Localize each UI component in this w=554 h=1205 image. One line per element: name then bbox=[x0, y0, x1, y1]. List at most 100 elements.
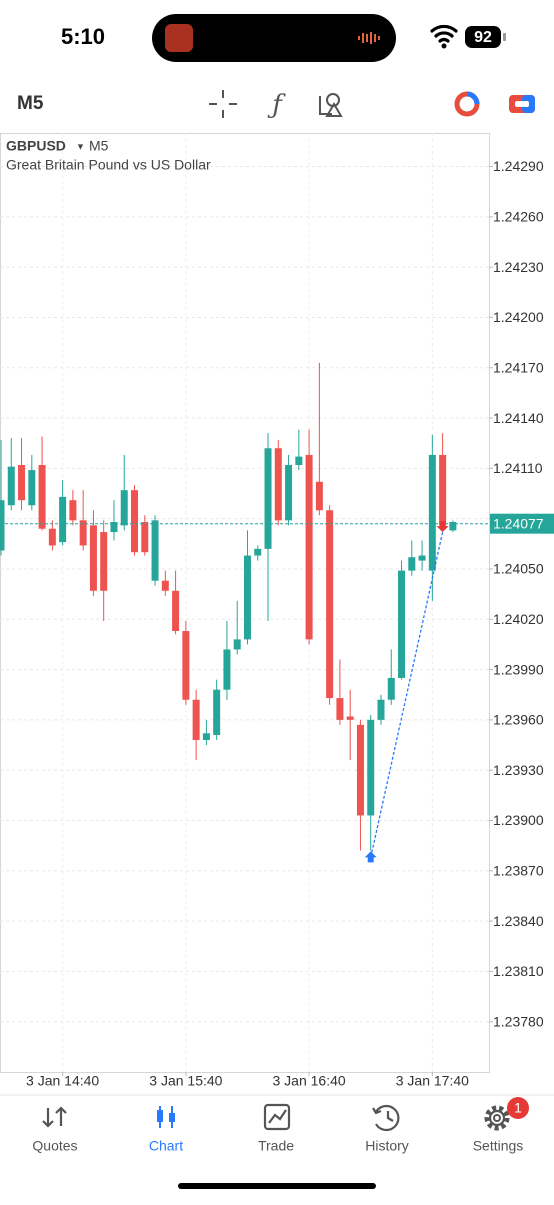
battery-cap bbox=[503, 33, 506, 41]
dynamic-island bbox=[152, 14, 396, 62]
y-tick-label: 1.24260 bbox=[493, 209, 544, 225]
candle-body bbox=[418, 555, 426, 561]
current-price-box bbox=[490, 513, 554, 534]
candle-body bbox=[0, 500, 5, 551]
tab-label[interactable]: Quotes bbox=[32, 1138, 77, 1154]
tab-label[interactable]: Trade bbox=[258, 1138, 294, 1154]
audio-wave bbox=[358, 32, 380, 44]
candle-body bbox=[38, 465, 46, 529]
candle-body bbox=[213, 689, 221, 735]
trade-line bbox=[370, 531, 444, 858]
chart-symbol: GBPUSD bbox=[6, 138, 66, 154]
tab-label[interactable]: Chart bbox=[149, 1138, 183, 1154]
y-tick-label: 1.24200 bbox=[493, 309, 544, 325]
candle-body bbox=[408, 557, 416, 571]
candle-body bbox=[449, 522, 457, 531]
y-tick-label: 1.23870 bbox=[493, 862, 544, 878]
y-tick-label: 1.23780 bbox=[493, 1013, 544, 1029]
candle-body bbox=[326, 510, 334, 699]
candle-body bbox=[285, 465, 293, 521]
status-time: 5:10 bbox=[61, 24, 105, 49]
buy-arrow bbox=[364, 851, 377, 863]
y-tick-label: 1.23840 bbox=[493, 913, 544, 929]
candle-body bbox=[274, 448, 282, 521]
sell-arrow bbox=[436, 521, 449, 533]
candle-body bbox=[305, 454, 313, 640]
settings-icon bbox=[484, 1105, 510, 1131]
y-tick-label: 1.24020 bbox=[493, 611, 544, 627]
candle-body bbox=[120, 490, 128, 526]
objects-button[interactable] bbox=[319, 93, 343, 117]
candle-body bbox=[192, 699, 200, 740]
crosshair-button[interactable] bbox=[209, 90, 237, 118]
trade-icon bbox=[263, 1103, 291, 1131]
candle-body bbox=[202, 733, 210, 740]
y-tick-label: 1.23810 bbox=[493, 963, 544, 979]
candle-body bbox=[243, 555, 251, 640]
y-tick-label: 1.23900 bbox=[493, 812, 544, 828]
y-tick-label: 1.24110 bbox=[493, 460, 543, 476]
candle-body bbox=[182, 631, 190, 700]
y-tick-label: 1.24230 bbox=[493, 259, 544, 275]
y-tick-label: 1.24140 bbox=[493, 410, 544, 426]
candle-body bbox=[79, 520, 87, 546]
battery bbox=[465, 26, 501, 48]
indicators-button[interactable]: ƒ bbox=[267, 90, 286, 120]
trade-button-center bbox=[515, 101, 529, 107]
candle-body bbox=[18, 465, 26, 501]
candle-body bbox=[161, 580, 169, 591]
y-tick-label: 1.24290 bbox=[493, 158, 544, 174]
chart-timeframe: M5 bbox=[89, 138, 109, 154]
candle-body bbox=[151, 520, 159, 581]
y-tick-label: 1.24050 bbox=[493, 561, 544, 577]
chart: 1.24290 1.24260 1.24230 1.24200 1.24170 1.241… bbox=[0, 133, 554, 1089]
candle-body bbox=[48, 528, 56, 546]
current-price-label: 1.24077 bbox=[493, 515, 544, 531]
candle-body bbox=[59, 496, 67, 543]
candle-body bbox=[233, 639, 241, 650]
timeframe-button[interactable]: M5 bbox=[17, 93, 44, 114]
app-icon bbox=[165, 24, 193, 52]
candle-body bbox=[346, 716, 354, 720]
y-tick-label: 1.23990 bbox=[493, 661, 544, 677]
home-indicator bbox=[178, 1183, 376, 1189]
candle-body bbox=[356, 724, 364, 816]
candle-body bbox=[7, 466, 15, 506]
y-tick-label: 1.24170 bbox=[493, 359, 544, 375]
candle-body bbox=[110, 522, 118, 533]
candle-body bbox=[367, 719, 375, 816]
candle-body bbox=[439, 454, 447, 526]
badge-count: 1 bbox=[514, 1100, 522, 1116]
chart-frame bbox=[0, 133, 490, 1073]
x-tick-label: 3 Jan 15:40 bbox=[149, 1073, 222, 1089]
candle-body bbox=[315, 481, 323, 511]
x-tick-label: 3 Jan 17:40 bbox=[396, 1073, 469, 1089]
y-tick-label: 1.23960 bbox=[493, 712, 544, 728]
candle-body bbox=[387, 677, 395, 700]
candle-body bbox=[89, 525, 97, 591]
candle-body bbox=[69, 500, 77, 521]
tab-labels: Quotes Chart Trade History Settings bbox=[32, 1138, 523, 1154]
candle-body bbox=[141, 522, 149, 553]
candle-body bbox=[100, 532, 108, 591]
wifi-icon bbox=[430, 24, 458, 43]
candle-body bbox=[172, 590, 180, 632]
sync-accent bbox=[466, 91, 480, 105]
tab-label[interactable]: Settings bbox=[473, 1138, 524, 1154]
candle-body bbox=[398, 570, 406, 678]
wifi-dot bbox=[441, 43, 447, 49]
candle-body bbox=[223, 649, 231, 690]
x-tick-label: 3 Jan 14:40 bbox=[26, 1073, 99, 1089]
candle-body bbox=[264, 448, 272, 549]
candle-body bbox=[336, 698, 344, 720]
candle-body bbox=[377, 699, 385, 720]
candle-body bbox=[428, 454, 436, 571]
settings-badge bbox=[507, 1097, 529, 1119]
tab-label[interactable]: History bbox=[365, 1138, 409, 1154]
candle-body bbox=[131, 490, 139, 553]
dropdown-arrow: ▼ bbox=[76, 141, 85, 151]
candle-body bbox=[254, 548, 262, 556]
candle-body bbox=[295, 456, 303, 466]
